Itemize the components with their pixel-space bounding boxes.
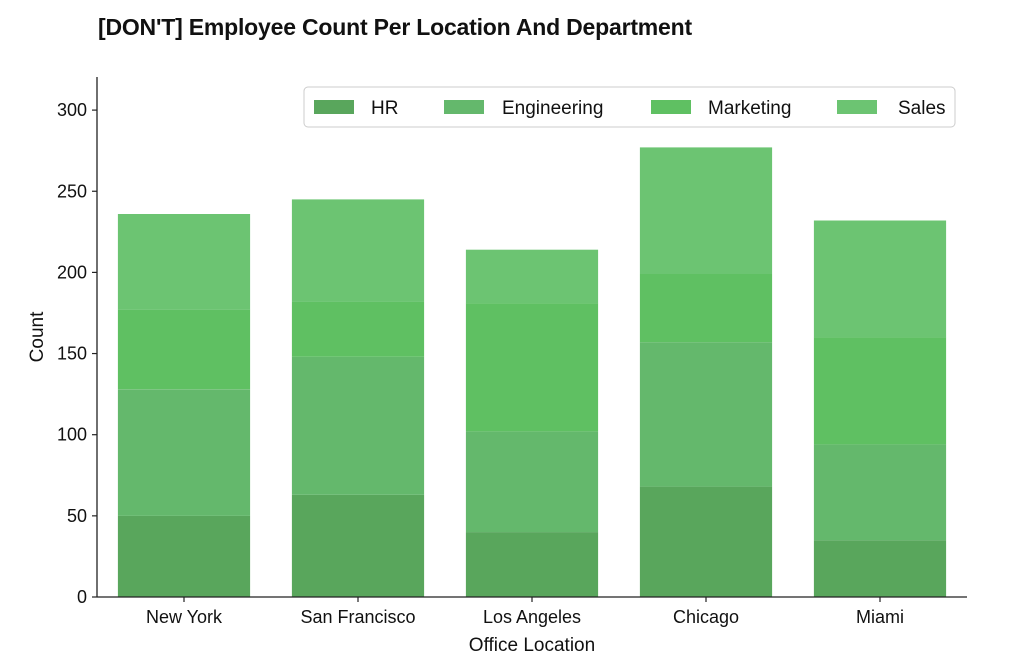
bar-chicago-marketing (639, 274, 773, 343)
bar-san-francisco-hr (291, 494, 425, 597)
bar-los-angeles-sales (465, 249, 599, 304)
bar-los-angeles-marketing (465, 303, 599, 432)
legend: HR Engineering Marketing Sales (303, 86, 956, 128)
y-tick-label-50: 50 (67, 506, 87, 526)
bar-miami-marketing (813, 337, 947, 445)
legend-swatch-marketing (651, 100, 691, 114)
y-ticks-layer: 0 50 100 150 200 250 300 (57, 100, 97, 607)
bar-los-angeles-hr (465, 532, 599, 597)
legend-label-marketing: Marketing (708, 98, 791, 119)
legend-label-engineering: Engineering (502, 98, 603, 119)
y-tick-label-150: 150 (57, 344, 87, 364)
bar-san-francisco-marketing (291, 301, 425, 357)
bar-new-york-engineering (117, 389, 251, 516)
x-tick-label-new-york: New York (146, 607, 223, 627)
bar-new-york-marketing (117, 309, 251, 390)
bar-chicago-engineering (639, 342, 773, 487)
legend-swatch-hr (314, 100, 354, 114)
y-tick-label-250: 250 (57, 181, 87, 201)
y-tick-label-100: 100 (57, 425, 87, 445)
x-tick-label-miami: Miami (856, 607, 904, 627)
chart-title: [DON'T] Employee Count Per Location And … (98, 14, 692, 40)
bar-san-francisco-sales (291, 199, 425, 302)
x-tick-label-chicago: Chicago (673, 607, 739, 627)
x-tick-label-san-francisco: San Francisco (300, 607, 415, 627)
bar-chicago-sales (639, 147, 773, 274)
x-ticks-layer: New York San Francisco Los Angeles Chicago M… (146, 597, 904, 627)
bar-miami-engineering (813, 444, 947, 541)
bar-san-francisco-engineering (291, 356, 425, 495)
y-tick-label-300: 300 (57, 100, 87, 120)
legend-swatch-engineering (444, 100, 484, 114)
x-axis-label: Office Location (469, 635, 595, 656)
bar-new-york-hr (117, 515, 251, 597)
bar-miami-hr (813, 540, 947, 597)
bar-new-york-sales (117, 214, 251, 310)
legend-label-hr: HR (371, 98, 398, 119)
bars-layer (117, 147, 947, 597)
bar-los-angeles-engineering (465, 431, 599, 533)
bar-chicago-hr (639, 486, 773, 597)
legend-frame (303, 86, 956, 128)
bar-miami-sales (813, 220, 947, 338)
y-tick-label-200: 200 (57, 262, 87, 282)
y-axis-label: Count (27, 311, 48, 362)
y-tick-label-0: 0 (77, 587, 87, 607)
legend-swatch-sales (837, 100, 877, 114)
x-tick-label-los-angeles: Los Angeles (483, 607, 581, 627)
legend-label-sales: Sales (898, 98, 946, 119)
